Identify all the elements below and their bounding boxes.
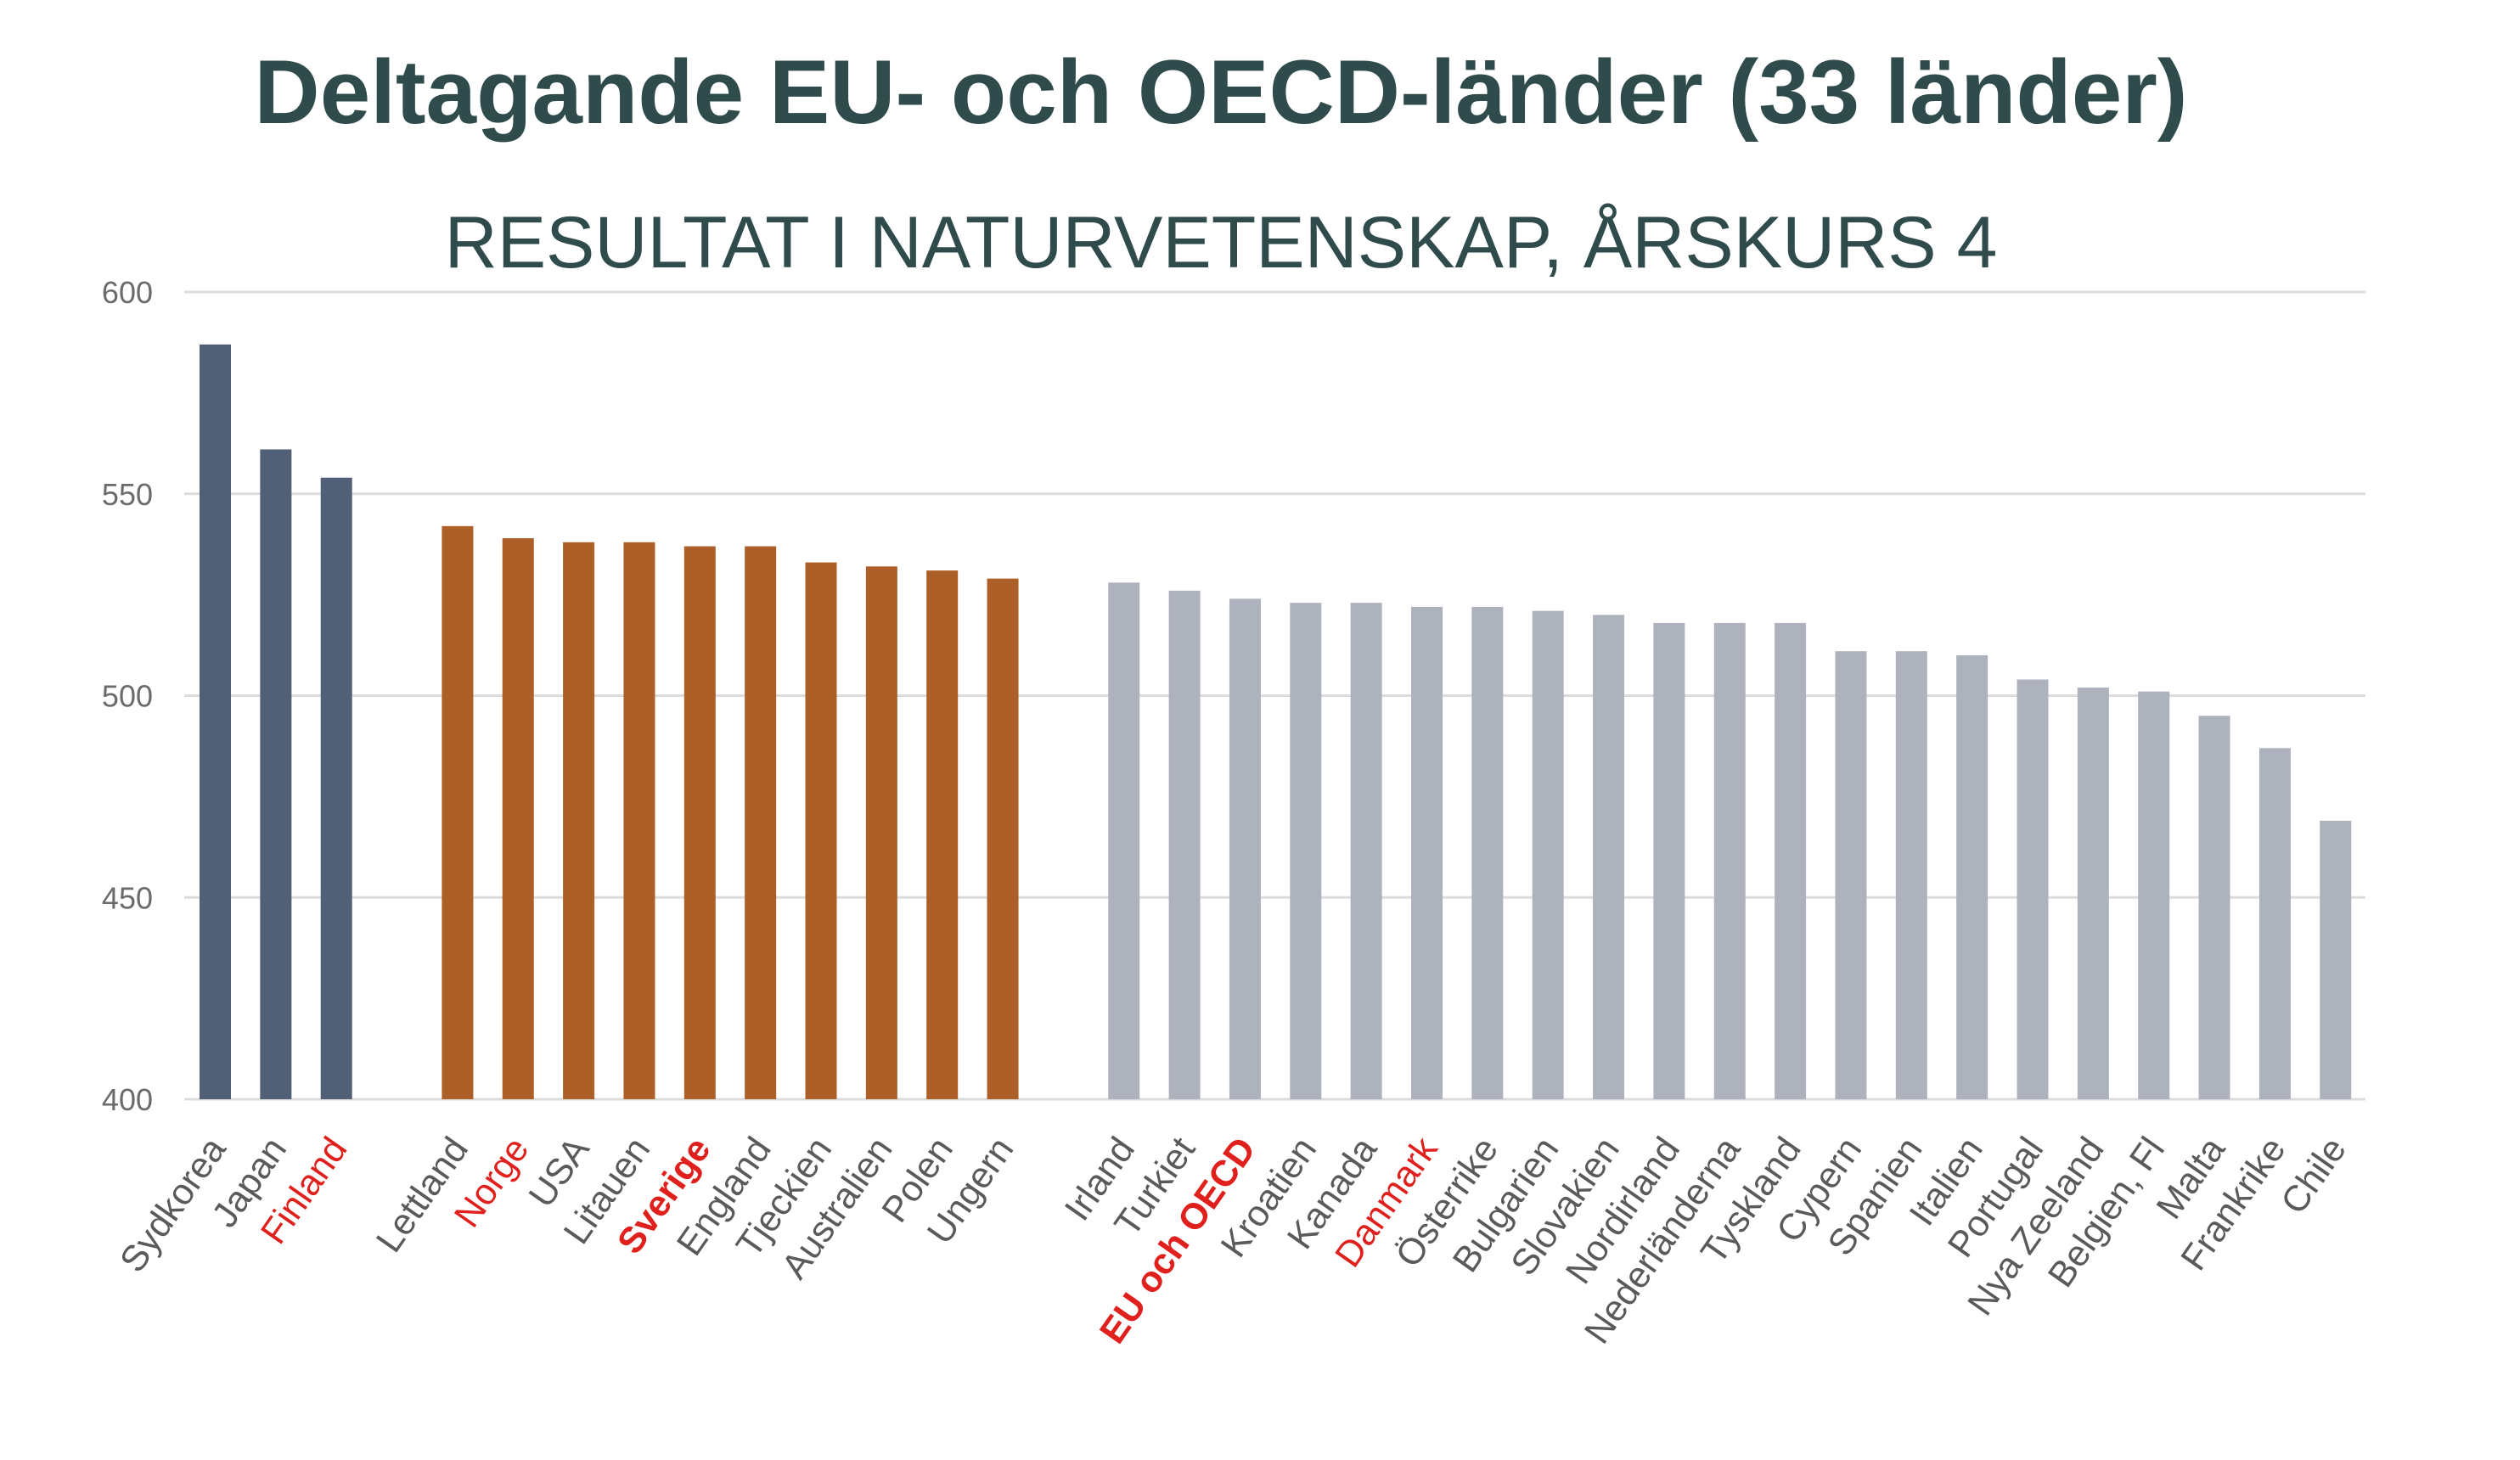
bar-danmark (1411, 606, 1443, 1099)
bar-tjeckien (805, 562, 837, 1099)
bar-lettland (442, 525, 474, 1099)
bar-cypern (1835, 651, 1867, 1099)
bar-sverige (683, 546, 716, 1099)
gridlines (184, 290, 2365, 1101)
bar-eu-och-oecd (1229, 598, 1261, 1099)
bar-malta (2198, 716, 2230, 1099)
y-tick-label: 500 (102, 679, 153, 714)
bar-nordirland (1653, 622, 1685, 1099)
bar-portugal (2017, 679, 2049, 1099)
bar-ungern (987, 578, 1019, 1099)
y-tick-label: 400 (102, 1082, 153, 1117)
y-tick-label: 600 (102, 275, 153, 310)
chart-title: Deltagande EU- och OECD-länder (33 lände… (254, 41, 2187, 143)
bar-belgien-fl (2138, 691, 2170, 1099)
chart-subtitle: RESULTAT I NATURVETENSKAP, ÅRSKURS 4 (445, 202, 1998, 284)
bar-italien (1956, 654, 1988, 1099)
y-tick-label: 550 (102, 477, 153, 512)
bars (200, 344, 2352, 1099)
bar-litauen (623, 542, 655, 1099)
bar-sydkorea (200, 344, 231, 1099)
bar-kroatien (1290, 603, 1322, 1099)
bar-bulgarien (1532, 610, 1564, 1099)
bar-turkiet (1168, 590, 1201, 1099)
bar-frankrike (2258, 748, 2291, 1099)
bar-irland (1108, 582, 1140, 1099)
bar-england (745, 546, 777, 1099)
bar-nya-zeeland (2077, 687, 2109, 1099)
bar-australien (865, 566, 897, 1099)
bar-kanada (1350, 603, 1382, 1099)
bar-japan (260, 449, 292, 1099)
y-axis-ticks: 400 450 500 550 600 (102, 275, 153, 1117)
bar-finland (320, 477, 352, 1099)
x-tick-label: Chile (2273, 1130, 2354, 1221)
bar-polen (926, 570, 959, 1099)
bar-slovakien (1593, 615, 1625, 1099)
bar-nederländerna (1713, 622, 1746, 1099)
bar-usa (563, 542, 595, 1099)
bar-chile (2320, 820, 2352, 1099)
bar-tyskland (1775, 622, 1807, 1099)
bar-österrike (1471, 606, 1504, 1099)
bar-norge (502, 538, 534, 1099)
bar-spanien (1895, 651, 1927, 1099)
y-tick-label: 450 (102, 880, 153, 915)
